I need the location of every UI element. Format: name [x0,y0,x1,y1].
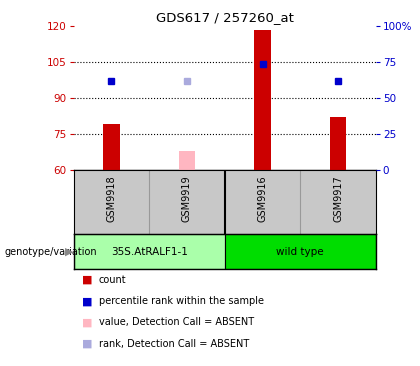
Bar [330,117,346,170]
Bar [225,234,376,269]
Text: wild type: wild type [276,247,324,257]
Bar [74,234,225,269]
Text: percentile rank within the sample: percentile rank within the sample [99,296,264,306]
Text: GSM9916: GSM9916 [257,175,268,222]
Text: 35S.AtRALF1-1: 35S.AtRALF1-1 [110,247,188,257]
Bar [178,151,195,170]
Text: GSM9918: GSM9918 [106,175,116,222]
Bar [254,30,271,170]
Text: ■: ■ [82,339,92,349]
Text: value, Detection Call = ABSENT: value, Detection Call = ABSENT [99,317,254,328]
Text: GSM9917: GSM9917 [333,175,343,222]
Text: ■: ■ [82,275,92,285]
Text: GSM9919: GSM9919 [182,175,192,222]
Title: GDS617 / 257260_at: GDS617 / 257260_at [156,11,294,25]
Text: ■: ■ [82,296,92,306]
Text: rank, Detection Call = ABSENT: rank, Detection Call = ABSENT [99,339,249,349]
Text: genotype/variation: genotype/variation [4,247,97,257]
Text: count: count [99,275,126,285]
Text: ▶: ▶ [65,247,73,257]
Text: ■: ■ [82,317,92,328]
Bar [103,124,120,170]
